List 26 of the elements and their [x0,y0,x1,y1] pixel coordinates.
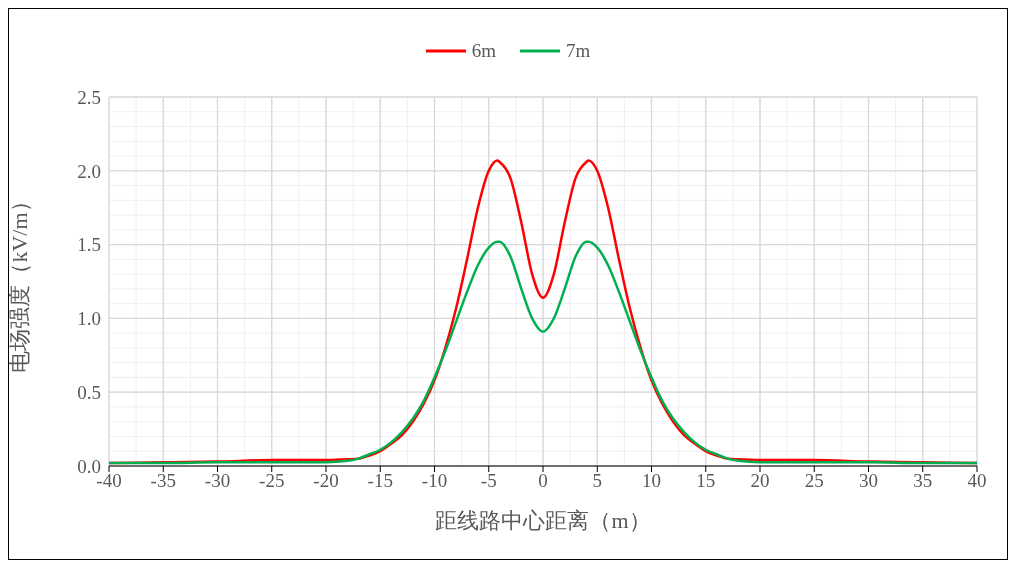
x-tick-label: -10 [421,470,448,492]
x-tick-label: 5 [592,470,602,492]
x-tick-label: 30 [859,470,878,492]
legend-label: 7m [566,40,591,62]
y-tick-label: 2.0 [77,160,101,182]
y-tick-label: 1.5 [77,234,101,256]
y-tick-label: 0.5 [77,381,101,403]
x-tick-label: 15 [696,470,716,492]
x-tick-label: -30 [204,470,231,492]
x-tick-label: -15 [367,470,393,492]
x-tick-label: 40 [967,470,987,492]
y-axis-title: 电场强度（kV/m） [6,190,32,373]
x-tick-label: -20 [313,470,339,492]
legend-label: 6m [471,40,496,62]
y-tick-label: 1.0 [77,308,101,330]
x-tick-label: 20 [750,470,770,492]
x-tick-label: 25 [804,470,824,492]
x-tick-label: 0 [538,470,548,492]
x-tick-label: -5 [480,470,497,492]
x-axis-title: 距线路中心距离（m） [435,508,651,533]
y-tick-label: 2.5 [77,86,101,108]
x-tick-label: -25 [259,470,285,492]
x-tick-label: 35 [913,470,933,492]
x-tick-label: -35 [150,470,176,492]
y-tick-label: 0.0 [77,455,101,477]
x-tick-label: 10 [642,470,661,492]
